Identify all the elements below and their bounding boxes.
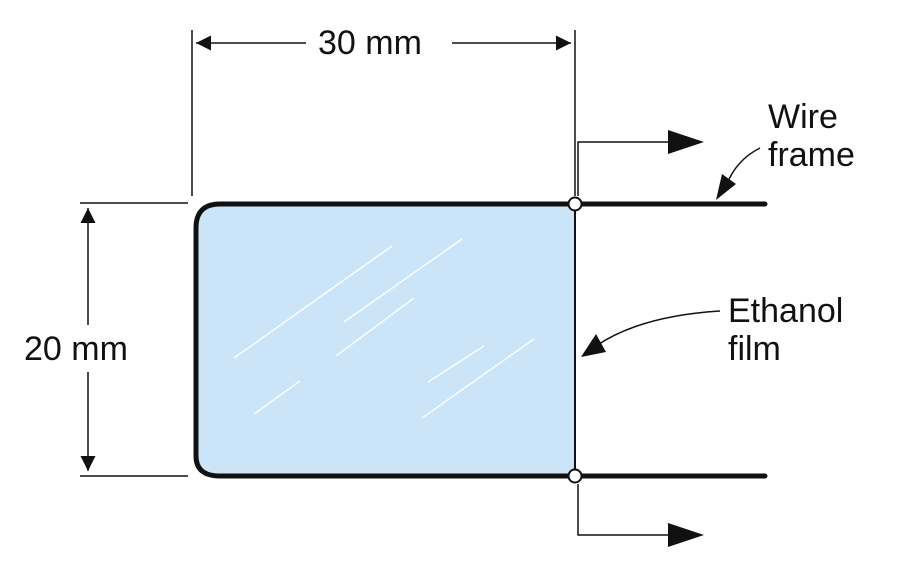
height-dimension (80, 202, 188, 477)
ethanol-film-label: Ethanol film (728, 292, 843, 368)
force-arrow-bottom (577, 484, 704, 547)
wire-frame-label-line2: frame (768, 136, 855, 174)
slider-hinge-bottom (567, 468, 583, 484)
width-dimension (191, 30, 576, 196)
wire-frame-label-line1: Wire (768, 98, 838, 136)
width-dimension-label: 30 mm (318, 24, 422, 62)
ethanol-film-area (196, 204, 575, 476)
wire-frame-outline (193, 201, 768, 479)
wire-frame-label: Wire frame (768, 98, 855, 174)
film-highlights (233, 238, 535, 419)
height-dimension-label: 20 mm (24, 330, 128, 368)
force-arrow-top (577, 130, 704, 196)
ethanol-film-label-line2: film (728, 330, 781, 368)
wire-frame-leader (716, 147, 761, 200)
ethanol-film-label-line1: Ethanol (728, 292, 844, 330)
slider-hinge-top (567, 196, 583, 212)
ethanol-film-leader (581, 310, 721, 357)
